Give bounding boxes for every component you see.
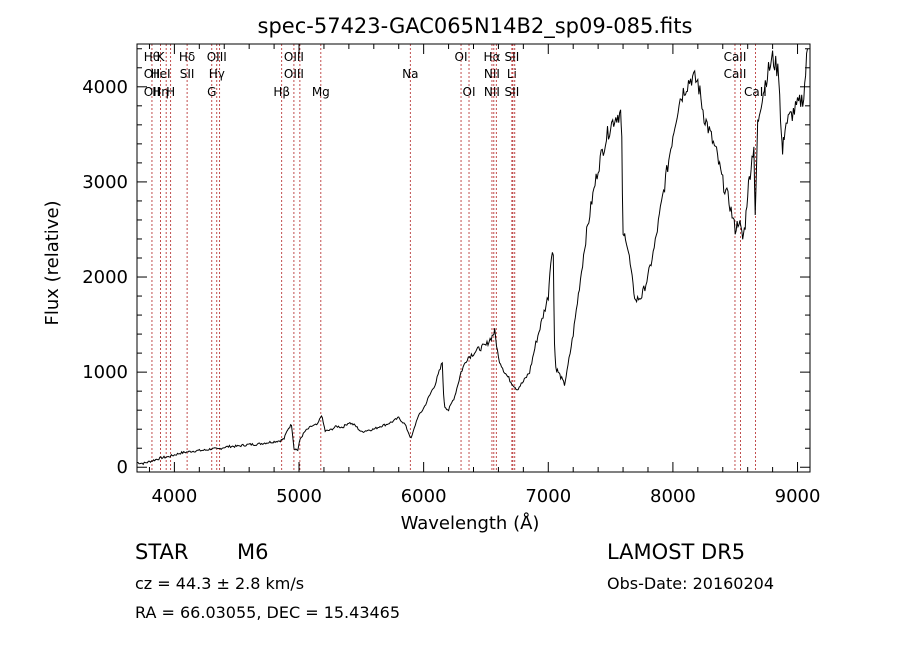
x-tick-label: 4000 [151, 486, 197, 507]
spectral-line-label: OIII [284, 50, 304, 64]
spectral-line-label: Na [402, 67, 418, 81]
y-tick-label: 2000 [82, 267, 128, 288]
spectral-line-label: CaII [724, 50, 747, 64]
redshift-cz: cz = 44.3 ± 2.8 km/s [135, 574, 305, 593]
y-tick-label: 1000 [82, 362, 128, 383]
coordinates: RA = 66.03055, DEC = 15.43465 [135, 603, 401, 622]
spectral-line-label: OII [144, 67, 161, 81]
x-tick-label: 7000 [525, 486, 571, 507]
spectral-line-label: CaII [744, 85, 767, 99]
spectral-line-label: OI [455, 50, 468, 64]
y-tick-label: 4000 [82, 77, 128, 98]
spectral-line-label: H [166, 85, 175, 99]
x-tick-label: 6000 [401, 486, 447, 507]
spectral-line-label: Mg [312, 85, 330, 99]
y-axis-label: Flux (relative) [42, 200, 63, 325]
spectral-line-label: OIII [207, 50, 227, 64]
spectral-line-markers: Hθ OII OII K HeI HηH Hδ SII G OIII Hγ Hβ OIII OIII Mg N… [144, 44, 767, 472]
y-axis: 0 1000 2000 3000 4000 [82, 48, 810, 478]
y-tick-label: 0 [117, 457, 128, 478]
plot-frame [136, 43, 811, 473]
survey-release: LAMOST DR5 [607, 540, 746, 564]
spectral-line-label: SII [505, 50, 520, 64]
spectral-line-label: Hθ [144, 50, 160, 64]
x-tick-label: 5000 [276, 486, 322, 507]
y-tick-label: 3000 [82, 172, 128, 193]
spectral-line-label: OI [463, 85, 476, 99]
spectral-line-label: NII [484, 85, 500, 99]
spectral-line-label: Hα [483, 50, 500, 64]
spectral-line-label: SII [505, 85, 520, 99]
spectral-line-label: SII [180, 67, 195, 81]
chart-title: spec-57423-GAC065N14B2_sp09-085.fits [258, 14, 693, 39]
spectrum-line [137, 48, 808, 466]
x-axis-label: Wavelength (Å) [401, 512, 540, 534]
spectral-line-label: Hδ [179, 50, 195, 64]
observation-date: Obs-Date: 20160204 [607, 574, 775, 593]
spectral-line-label: Li [507, 67, 517, 81]
spectral-line-label: G [207, 85, 216, 99]
x-axis: 4000 5000 6000 7000 8000 9000 [148, 44, 821, 507]
spectral-line-label: K [157, 50, 166, 64]
spectral-line-label: Hγ [209, 67, 225, 81]
spectral-line-label: HeI [151, 67, 171, 81]
spectral-line-label: OII [144, 85, 161, 99]
x-tick-label: 8000 [650, 486, 696, 507]
spectral-line-label: Hη [152, 85, 169, 99]
x-tick-label: 9000 [775, 486, 821, 507]
spectral-line-label: Hβ [273, 85, 290, 99]
object-class: STAR [135, 540, 189, 564]
subclass: M6 [237, 540, 269, 564]
spectral-line-label: NII [484, 67, 500, 81]
spectral-line-label: OIII [284, 67, 304, 81]
spectral-line-label: CaII [724, 67, 747, 81]
